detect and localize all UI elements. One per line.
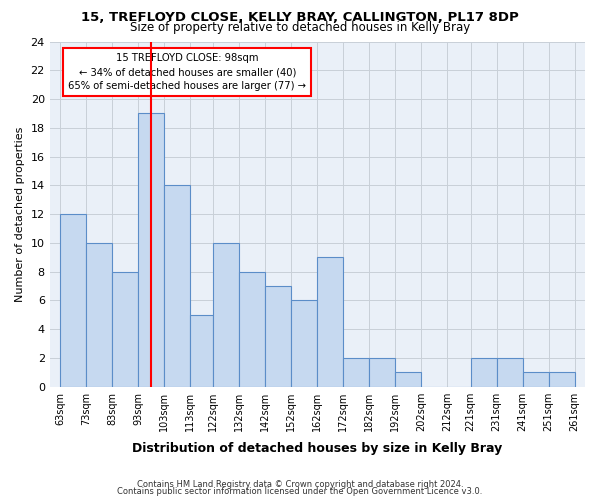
Bar [395, 372, 421, 386]
Bar [138, 114, 164, 386]
Bar [523, 372, 548, 386]
Text: Size of property relative to detached houses in Kelly Bray: Size of property relative to detached ho… [130, 22, 470, 35]
Y-axis label: Number of detached properties: Number of detached properties [15, 126, 25, 302]
Bar [164, 186, 190, 386]
Bar [86, 243, 112, 386]
Bar [497, 358, 523, 386]
Bar [190, 314, 214, 386]
Bar [470, 358, 497, 386]
Bar [317, 257, 343, 386]
Bar [265, 286, 292, 386]
Bar [370, 358, 395, 386]
Bar [60, 214, 86, 386]
Text: Contains HM Land Registry data © Crown copyright and database right 2024.: Contains HM Land Registry data © Crown c… [137, 480, 463, 489]
Bar [548, 372, 575, 386]
Bar [292, 300, 317, 386]
Bar [239, 272, 265, 386]
Bar [214, 243, 239, 386]
X-axis label: Distribution of detached houses by size in Kelly Bray: Distribution of detached houses by size … [132, 442, 502, 455]
Bar [112, 272, 138, 386]
Text: 15, TREFLOYD CLOSE, KELLY BRAY, CALLINGTON, PL17 8DP: 15, TREFLOYD CLOSE, KELLY BRAY, CALLINGT… [81, 11, 519, 24]
Text: Contains public sector information licensed under the Open Government Licence v3: Contains public sector information licen… [118, 487, 482, 496]
Text: 15 TREFLOYD CLOSE: 98sqm
← 34% of detached houses are smaller (40)
65% of semi-d: 15 TREFLOYD CLOSE: 98sqm ← 34% of detach… [68, 53, 307, 91]
Bar [343, 358, 370, 386]
